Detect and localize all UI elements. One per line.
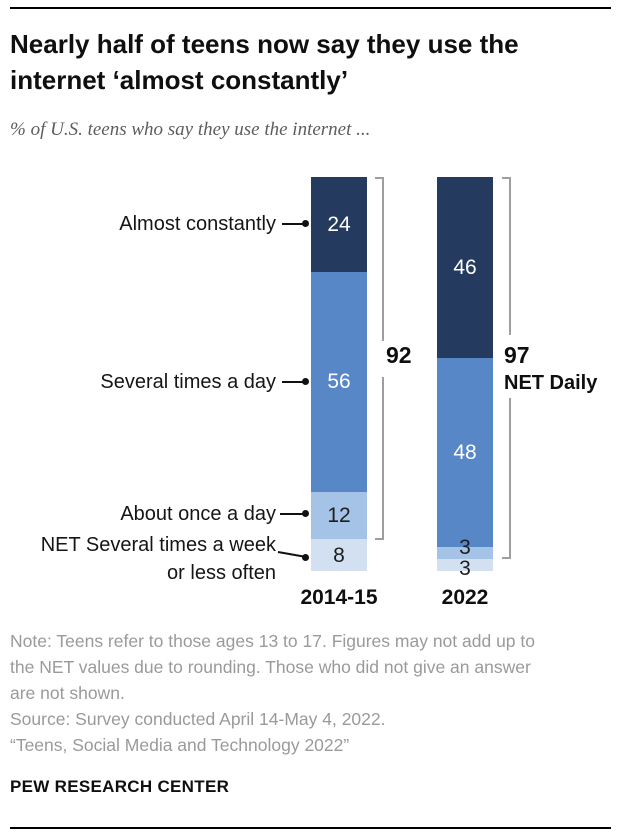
- leader-dot: [302, 220, 309, 227]
- bracket-2022-upper: [509, 177, 511, 335]
- leader-line: [282, 223, 304, 225]
- segment-value-label: 3: [459, 535, 471, 559]
- segment-label-net-week: NET Several times a week or less often: [16, 531, 276, 587]
- segment-value-label: 12: [327, 504, 351, 528]
- net-value-2014: 92: [386, 342, 412, 368]
- segment-value-label: 3: [459, 556, 471, 580]
- footer-notes: Note: Teens refer to those ages 13 to 17…: [10, 628, 614, 758]
- note-line-3: are not shown.: [10, 683, 125, 703]
- chart-title: Nearly half of teens now say they use th…: [10, 29, 519, 95]
- bar-segment: 3: [437, 537, 493, 560]
- segment-label-several-times-day: Several times a day: [100, 371, 276, 393]
- leader-line: [280, 513, 304, 515]
- leader-line: [282, 381, 304, 383]
- bar-segment: 24: [311, 177, 367, 272]
- pew-research-center-wordmark: PEW RESEARCH CENTER: [10, 777, 230, 796]
- bracket-2022-bottom-tick: [502, 557, 510, 559]
- bar-0: 24 56 12 8: [311, 177, 367, 571]
- segment-value-label: 46: [453, 256, 477, 280]
- segment-value-label: 8: [333, 543, 345, 567]
- leader-dot: [302, 510, 309, 517]
- leader-dot: [302, 554, 309, 561]
- bracket-2014-upper: [382, 177, 384, 341]
- segment-label-net-week-line2: or less often: [167, 562, 276, 584]
- segment-label-about-once-day: About once a day: [120, 503, 276, 525]
- segment-label-almost-constantly: Almost constantly: [119, 213, 276, 235]
- note-line-2: the NET values due to rounding. Those wh…: [10, 657, 531, 677]
- bar-segment: 56: [311, 271, 367, 493]
- net-value-2022: 97: [504, 342, 530, 368]
- segment-value-label: 24: [327, 212, 351, 236]
- x-label-2014-15: 2014-15: [300, 586, 378, 609]
- x-label-2022: 2022: [441, 586, 489, 609]
- segment-value-label: 56: [327, 370, 351, 394]
- bracket-2014-bottom-tick: [375, 538, 383, 540]
- segment-value-label: 48: [453, 441, 477, 465]
- segment-label-net-week-line1: NET Several times a week: [40, 534, 276, 556]
- top-rule: [10, 7, 611, 9]
- bracket-2014-top-tick: [375, 177, 383, 179]
- citation-line: “Teens, Social Media and Technology 2022…: [10, 735, 350, 755]
- bracket-2014-lower: [382, 377, 384, 540]
- bar-segment: 8: [311, 539, 367, 571]
- bar-segment: 3: [437, 558, 493, 579]
- note-line-1: Note: Teens refer to those ages 13 to 17…: [10, 631, 535, 651]
- net-daily-label: NET Daily: [504, 372, 598, 394]
- bottom-rule: [10, 827, 611, 829]
- bar-segment: 46: [437, 177, 493, 359]
- bracket-2022-lower: [509, 398, 511, 559]
- bracket-2022-top-tick: [502, 177, 510, 179]
- bar-segment: 12: [311, 492, 367, 540]
- chart-subtitle: % of U.S. teens who say they use the int…: [10, 119, 371, 140]
- bar-segment: 48: [437, 358, 493, 548]
- leader-dot: [302, 378, 309, 385]
- source-line: Source: Survey conducted April 14-May 4,…: [10, 709, 386, 729]
- bar-1: 46 48 3 3: [437, 177, 493, 579]
